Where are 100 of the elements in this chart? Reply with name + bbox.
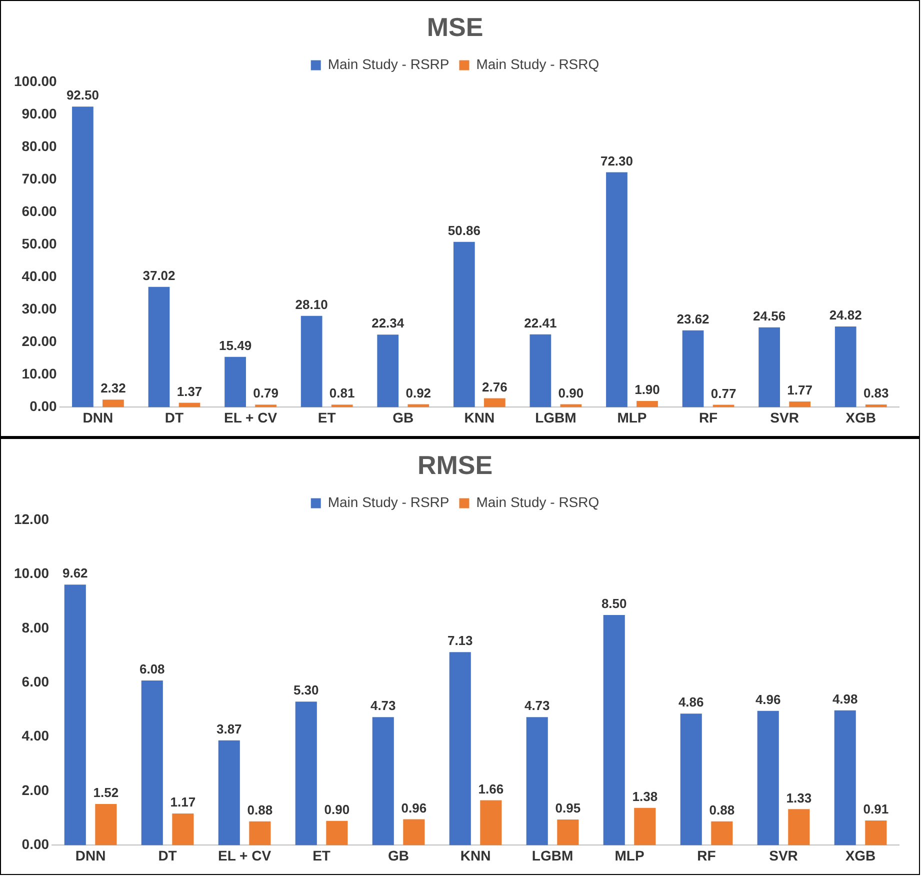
data-label: 72.30 [600, 153, 634, 168]
bar [102, 400, 124, 408]
x-tick-label: SVR [769, 847, 798, 864]
data-label: 5.30 [293, 682, 319, 698]
x-tick-label: DNN [75, 847, 106, 864]
data-label: 1.33 [786, 790, 812, 806]
data-label: 0.91 [863, 802, 889, 817]
bar [606, 172, 628, 408]
x-tick-label: LGBM [532, 847, 574, 864]
data-label: 0.88 [709, 802, 735, 818]
x-tick-label: EL + CV [218, 847, 272, 864]
x-tick-label: GB [392, 409, 414, 426]
y-tick-label: 10.00 [14, 565, 50, 582]
data-label: 3.87 [216, 721, 242, 736]
bar [526, 717, 548, 846]
bar [178, 402, 200, 408]
y-tick-label: 50.00 [22, 236, 58, 252]
data-label: 1.38 [632, 788, 658, 804]
data-label: 1.17 [170, 794, 196, 810]
bar [530, 334, 552, 408]
data-label: 22.41 [524, 315, 557, 330]
bar [484, 398, 506, 408]
bar [224, 356, 246, 408]
x-tick-label: KNN [460, 847, 491, 864]
data-label: 4.73 [370, 698, 396, 714]
data-label: 23.62 [676, 312, 710, 327]
data-label: 1.37 [176, 384, 202, 399]
bar [218, 740, 240, 846]
bar [865, 820, 887, 846]
x-tick-label: MLP [614, 847, 644, 864]
bar [148, 286, 170, 408]
y-tick-label: 30.00 [22, 300, 58, 317]
bar [295, 702, 317, 846]
bar [255, 404, 276, 408]
data-label: 2.76 [482, 379, 508, 394]
bar [172, 814, 194, 846]
data-label: 0.96 [401, 800, 427, 816]
bar [636, 401, 658, 408]
x-tick-label: LGBM [535, 409, 576, 426]
y-tick-label: 70.00 [22, 170, 58, 187]
y-tick-label: 20.00 [22, 333, 58, 350]
data-label: 8.50 [601, 596, 627, 612]
data-label: 0.88 [247, 802, 273, 818]
bar [449, 652, 471, 846]
bar [865, 404, 887, 408]
x-tick-label: ET [318, 409, 336, 426]
bar [757, 710, 779, 846]
y-tick-label: 8.00 [22, 619, 50, 636]
data-label: 24.82 [829, 308, 862, 323]
bar [680, 714, 702, 846]
y-tick-label: 2.00 [22, 782, 50, 798]
bar [788, 809, 810, 846]
data-label: 0.90 [324, 802, 350, 817]
bar [408, 404, 430, 408]
y-tick-label: 40.00 [22, 268, 58, 284]
data-label: 0.77 [710, 386, 736, 401]
x-tick-label: DT [158, 847, 178, 864]
chart-title: RMSE [417, 450, 493, 480]
y-tick-label: 100.00 [14, 73, 58, 90]
x-tick-label: SVR [770, 409, 799, 426]
bar [834, 326, 856, 408]
chart-title: MSE [426, 12, 484, 42]
y-tick-label: 10.00 [22, 366, 58, 382]
data-label: 2.32 [100, 380, 126, 396]
y-tick-label: 4.00 [22, 728, 50, 744]
bar [300, 316, 322, 408]
data-label: 1.66 [478, 781, 504, 796]
y-tick-label: 6.00 [22, 674, 50, 690]
data-label: 37.02 [142, 268, 176, 283]
x-tick-label: XGB [846, 409, 876, 426]
y-tick-label: 90.00 [22, 106, 58, 122]
bar [372, 717, 394, 846]
bar [141, 680, 163, 846]
data-label: 1.77 [787, 382, 812, 398]
data-label: 22.34 [372, 316, 405, 331]
bar [603, 614, 625, 846]
x-tick-label: KNN [464, 409, 495, 426]
bar [403, 819, 425, 846]
data-label: 1.90 [634, 382, 660, 398]
legend-label: Main Study - RSRQ [476, 56, 600, 72]
legend-label: Main Study - RSRP [328, 56, 450, 72]
y-tick-label: 12.00 [14, 511, 50, 528]
bar [326, 820, 348, 846]
legend-label: Main Study - RSRQ [476, 494, 600, 510]
x-tick-label: RF [697, 847, 716, 864]
bar [682, 330, 704, 408]
bar [789, 401, 811, 408]
data-label: 0.90 [558, 385, 584, 400]
x-tick-label: DNN [82, 409, 114, 426]
x-tick-label: ET [312, 847, 331, 864]
x-tick-label: XGB [845, 847, 876, 864]
y-tick-label: 80.00 [22, 138, 58, 154]
bar [95, 804, 117, 846]
bar [834, 710, 856, 846]
data-label: 92.50 [66, 88, 99, 103]
data-label: 9.62 [62, 566, 88, 581]
data-label: 24.56 [753, 308, 786, 324]
legend-label: Main Study - RSRP [328, 494, 450, 510]
data-label: 1.52 [93, 785, 119, 800]
x-tick-label: GB [388, 847, 410, 864]
